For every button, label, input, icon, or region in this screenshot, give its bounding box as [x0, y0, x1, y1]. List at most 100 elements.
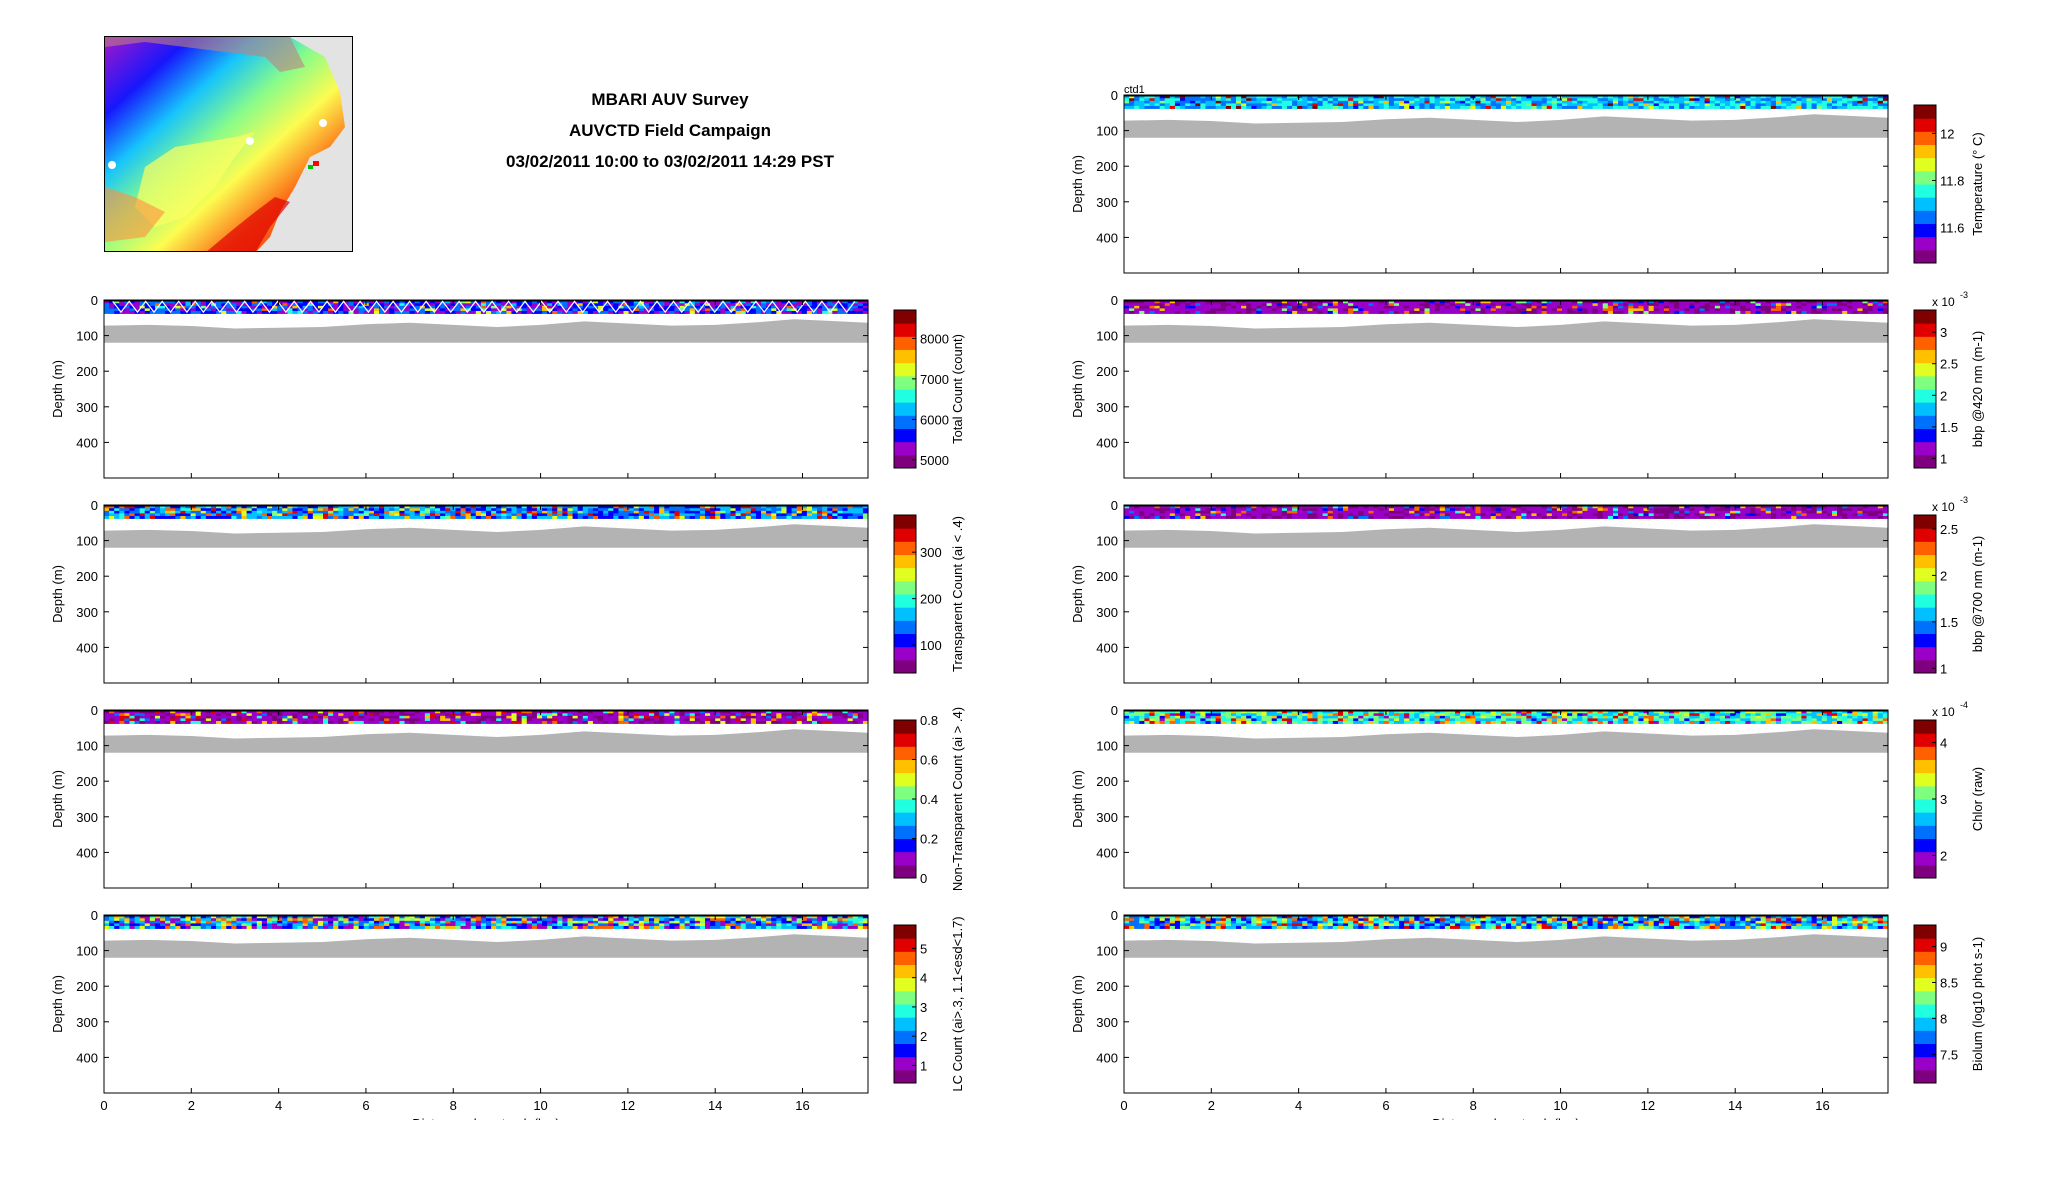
- heatmap-cell: [1220, 103, 1227, 107]
- heatmap-cell: [1144, 510, 1151, 514]
- heatmap-cell: [1837, 105, 1843, 109]
- heatmap-cell: [1154, 308, 1161, 312]
- heatmap-cell: [149, 510, 156, 514]
- heatmap-cell: [516, 515, 523, 519]
- heatmap-cell: [740, 923, 747, 927]
- heatmap-cell: [373, 308, 380, 312]
- heatmap-cell: [832, 713, 839, 717]
- heatmap-cell: [516, 718, 523, 722]
- heatmap-cell: [806, 513, 813, 517]
- heatmap-cell: [109, 505, 115, 509]
- heatmap-cell: [343, 310, 350, 314]
- heatmap-cell: [521, 505, 528, 509]
- heatmap-cell: [1154, 508, 1161, 512]
- heatmap-cell: [582, 923, 589, 927]
- heatmap-cell: [857, 925, 864, 929]
- heatmap-cell: [1556, 103, 1563, 107]
- heatmap-cell: [781, 308, 788, 312]
- heatmap-cell: [857, 915, 864, 919]
- heatmap-cell: [1511, 310, 1517, 314]
- heatmap-cell: [292, 915, 299, 919]
- heatmap-cell: [419, 303, 426, 307]
- colorbar-segment: [894, 864, 916, 879]
- heatmap-cell: [862, 918, 869, 922]
- heatmap-cell: [272, 920, 278, 924]
- heatmap-cell: [766, 303, 772, 307]
- heatmap-cell: [216, 715, 222, 719]
- heatmap-cell: [251, 300, 258, 304]
- heatmap-cell: [409, 923, 416, 927]
- heatmap-cell: [114, 920, 120, 924]
- heatmap-cell: [1536, 105, 1543, 109]
- heatmap-cell: [791, 513, 798, 517]
- heatmap-cell: [592, 513, 599, 517]
- heatmap-cell: [1882, 305, 1889, 309]
- heatmap-cell: [491, 515, 497, 519]
- heatmap-cell: [1353, 310, 1359, 314]
- heatmap-cell: [654, 920, 660, 924]
- heatmap-cell: [603, 715, 609, 719]
- heatmap-cell: [236, 720, 243, 724]
- heatmap-cell: [384, 925, 390, 929]
- heatmap-cell: [1419, 303, 1426, 307]
- heatmap-cell: [1531, 105, 1538, 109]
- heatmap-cell: [572, 715, 579, 719]
- heatmap-cell: [353, 310, 360, 314]
- heatmap-cell: [282, 920, 288, 924]
- heatmap-cell: [654, 710, 660, 714]
- heatmap-cell: [231, 710, 238, 714]
- heatmap-cell: [343, 510, 350, 514]
- heatmap-cell: [1536, 303, 1543, 307]
- colorbar-segment: [894, 402, 916, 416]
- heatmap-cell: [531, 515, 538, 519]
- heatmap-cell: [114, 513, 120, 517]
- heatmap-cell: [165, 510, 171, 514]
- heatmap-cell: [781, 508, 788, 512]
- heatmap-cell: [664, 515, 670, 519]
- heatmap-cell: [282, 923, 288, 927]
- heatmap-cell: [638, 505, 645, 509]
- heatmap-cell: [348, 915, 355, 919]
- heatmap-cell: [287, 310, 294, 314]
- heatmap-cell: [531, 918, 538, 922]
- heatmap-cell: [251, 508, 258, 512]
- heatmap-cell: [1770, 105, 1777, 109]
- heatmap-cell: [1200, 510, 1207, 514]
- heatmap-cell: [679, 925, 686, 929]
- heatmap-cell: [1480, 100, 1487, 104]
- heatmap-cell: [1618, 308, 1624, 312]
- heatmap-cell: [511, 720, 518, 724]
- heatmap-cell: [587, 310, 594, 314]
- heatmap-cell: [429, 710, 436, 714]
- heatmap-cell: [531, 310, 538, 314]
- heatmap-cell: [149, 300, 156, 304]
- heatmap-cell: [1618, 95, 1624, 99]
- heatmap-cell: [221, 515, 227, 519]
- heatmap-cell: [231, 713, 238, 717]
- heatmap-cell: [1149, 300, 1156, 304]
- heatmap-cell: [292, 305, 299, 309]
- heatmap-cell: [429, 925, 436, 929]
- heatmap-cell: [292, 920, 299, 924]
- heatmap-cell: [832, 513, 839, 517]
- heatmap-cell: [761, 710, 767, 714]
- heatmap-cell: [755, 915, 762, 919]
- heatmap-cell: [1587, 300, 1594, 304]
- heatmap-cell: [282, 513, 288, 517]
- heatmap-cell: [317, 920, 324, 924]
- y-tick-label: 200: [1096, 364, 1118, 379]
- heatmap-cell: [1337, 100, 1344, 104]
- heatmap-cell: [643, 508, 650, 512]
- heatmap-cell: [1129, 505, 1135, 509]
- heatmap-cell: [654, 515, 660, 519]
- heatmap-cell: [1811, 303, 1818, 307]
- heatmap-cell: [506, 713, 513, 717]
- heatmap-cell: [1429, 305, 1436, 309]
- heatmap-cell: [755, 300, 762, 304]
- heatmap-cell: [745, 918, 752, 922]
- heatmap-cell: [195, 925, 202, 929]
- heatmap-cell: [277, 713, 283, 717]
- heatmap-cell: [562, 305, 569, 309]
- heatmap-cell: [811, 923, 818, 927]
- heatmap-cell: [282, 718, 288, 722]
